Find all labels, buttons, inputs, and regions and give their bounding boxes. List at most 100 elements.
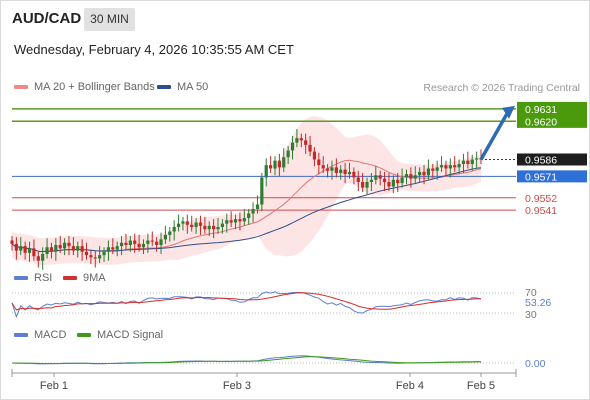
candle-body bbox=[216, 227, 220, 230]
candle-body bbox=[343, 169, 347, 175]
macd-value: 0.00 bbox=[525, 358, 546, 370]
candle-body bbox=[141, 243, 146, 248]
candle-body bbox=[444, 165, 448, 169]
candle-body bbox=[111, 247, 115, 250]
timeframe-button[interactable]: 30 MIN bbox=[84, 8, 135, 31]
rsi-tick-30: 30 bbox=[525, 309, 537, 321]
candle-body bbox=[448, 165, 452, 169]
candle-body bbox=[67, 242, 71, 247]
candle-body bbox=[295, 138, 299, 143]
price-tag-bg-0.9620 bbox=[517, 115, 587, 128]
candle-body bbox=[475, 158, 479, 160]
legend-macd-signal-label: MACD Signal bbox=[97, 329, 164, 341]
candle-body bbox=[27, 248, 32, 253]
candle-body bbox=[84, 251, 89, 256]
rsi-ma-swatch bbox=[63, 276, 77, 281]
x-tick-label: Feb 5 bbox=[467, 380, 495, 392]
candle-body bbox=[282, 157, 286, 168]
candle-body bbox=[453, 165, 457, 168]
legend-ma50-label: MA 50 bbox=[177, 81, 209, 93]
price-tag-0.9571: 0.9571 bbox=[525, 171, 557, 183]
candle-body bbox=[369, 179, 374, 182]
candle-body bbox=[312, 151, 317, 160]
candle-body bbox=[470, 159, 474, 164]
candle-body bbox=[128, 240, 132, 245]
timestamp: Wednesday, February 4, 2026 10:35:55 AM … bbox=[14, 42, 294, 57]
candle-body bbox=[133, 240, 137, 244]
price-tag-bg-0.9586 bbox=[517, 153, 587, 166]
candle-body bbox=[334, 167, 338, 173]
candle-body bbox=[203, 225, 207, 230]
candle-body bbox=[413, 175, 417, 179]
legend-rsi: RSI bbox=[14, 272, 52, 284]
candle-body bbox=[159, 239, 163, 245]
candle-body bbox=[325, 168, 330, 171]
candle-body bbox=[378, 175, 382, 179]
candle-body bbox=[238, 219, 242, 222]
candle-body bbox=[457, 164, 461, 168]
candle-body bbox=[115, 246, 119, 250]
candle-body bbox=[264, 165, 268, 178]
candle-body bbox=[330, 167, 334, 171]
candle-body bbox=[194, 222, 198, 227]
candle-body bbox=[422, 171, 426, 176]
candle-body bbox=[418, 171, 422, 176]
candle-body bbox=[62, 242, 67, 249]
legend-rsi-ma: 9MA bbox=[63, 272, 106, 284]
candle-body bbox=[409, 174, 413, 179]
candle-body bbox=[356, 177, 360, 182]
candle-body bbox=[212, 225, 216, 230]
price-tag-0.9586: 0.9586 bbox=[525, 155, 557, 167]
candle-body bbox=[242, 218, 246, 222]
candle-body bbox=[124, 242, 128, 245]
candle-body bbox=[207, 225, 211, 230]
candle-body bbox=[163, 234, 168, 240]
price-tag-0.9631: 0.9631 bbox=[525, 104, 557, 116]
candle-body bbox=[80, 246, 84, 252]
candle-body bbox=[461, 160, 466, 164]
candle-body bbox=[365, 182, 369, 188]
candle-body bbox=[308, 144, 312, 152]
candle-body bbox=[54, 245, 58, 252]
candle-body bbox=[168, 231, 172, 235]
candle-body bbox=[247, 213, 251, 218]
candle-body bbox=[286, 150, 290, 158]
candle-body bbox=[431, 168, 435, 171]
rsi-tick-70: 70 bbox=[525, 287, 537, 299]
candle-body bbox=[260, 177, 264, 205]
rsi-ma-line bbox=[11, 292, 482, 311]
candle-body bbox=[155, 241, 159, 245]
candle-body bbox=[269, 165, 273, 169]
candle-body bbox=[150, 240, 154, 242]
ma50-swatch bbox=[157, 85, 171, 90]
candle-body bbox=[176, 223, 181, 227]
x-tick-label: Feb 1 bbox=[40, 380, 68, 392]
candle-body bbox=[71, 246, 75, 251]
candle-body bbox=[317, 159, 321, 166]
candle-body bbox=[172, 227, 176, 232]
legend-ma50: MA 50 bbox=[157, 81, 208, 93]
candle-body bbox=[45, 247, 49, 254]
candle-body bbox=[49, 247, 54, 252]
candle-body bbox=[439, 165, 444, 168]
legend-rsi-label: RSI bbox=[34, 272, 53, 284]
candle-body bbox=[321, 165, 325, 169]
legend-macd-label: MACD bbox=[34, 329, 67, 341]
candle-body bbox=[404, 174, 409, 178]
ma50-line bbox=[11, 167, 482, 253]
projection-arrow-shaft bbox=[479, 111, 510, 161]
candle-body bbox=[119, 242, 124, 247]
candle-body bbox=[426, 168, 431, 176]
candle-body bbox=[347, 171, 352, 175]
candle-body bbox=[185, 221, 189, 225]
macd-signal-line bbox=[12, 356, 482, 365]
candle-body bbox=[102, 251, 106, 256]
candle-body bbox=[58, 245, 62, 249]
legend-macd: MACD bbox=[14, 329, 66, 341]
candle-body bbox=[435, 167, 439, 171]
candle-body bbox=[32, 248, 36, 257]
candle-body bbox=[146, 240, 150, 244]
price-tag-bg-0.9571 bbox=[517, 170, 587, 183]
candle-body bbox=[391, 179, 395, 187]
